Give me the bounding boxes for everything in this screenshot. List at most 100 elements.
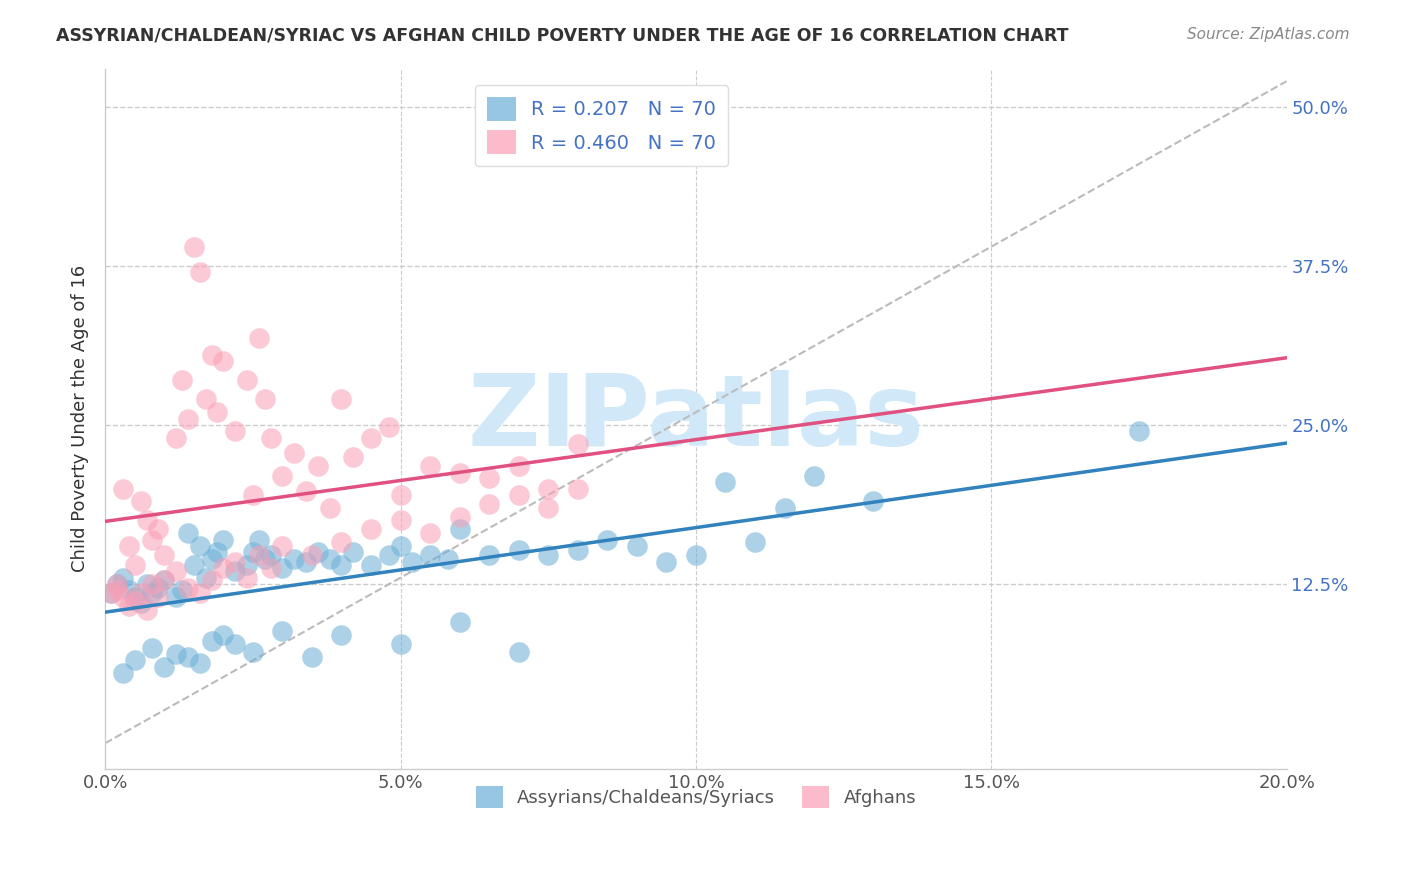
Afghans <box>271 468 294 483</box>
Assyrians/Chaldeans/Syriacs <box>141 640 163 655</box>
Afghans <box>100 586 122 600</box>
Afghans <box>537 482 560 496</box>
Afghans <box>183 240 205 254</box>
Assyrians/Chaldeans/Syriacs <box>242 644 264 658</box>
Assyrians/Chaldeans/Syriacs <box>111 666 134 681</box>
Assyrians/Chaldeans/Syriacs <box>655 556 678 570</box>
Assyrians/Chaldeans/Syriacs <box>377 548 399 562</box>
Assyrians/Chaldeans/Syriacs <box>165 590 187 604</box>
Afghans <box>360 522 382 536</box>
Afghans <box>449 467 471 481</box>
Legend: Assyrians/Chaldeans/Syriacs, Afghans: Assyrians/Chaldeans/Syriacs, Afghans <box>468 779 924 815</box>
Assyrians/Chaldeans/Syriacs <box>330 628 353 642</box>
Afghans <box>301 548 323 562</box>
Assyrians/Chaldeans/Syriacs <box>436 551 458 566</box>
Assyrians/Chaldeans/Syriacs <box>537 548 560 562</box>
Assyrians/Chaldeans/Syriacs <box>188 656 211 670</box>
Afghans <box>307 458 329 473</box>
Afghans <box>135 513 157 527</box>
Assyrians/Chaldeans/Syriacs <box>170 583 193 598</box>
Afghans <box>478 471 501 485</box>
Afghans <box>259 560 281 574</box>
Assyrians/Chaldeans/Syriacs <box>124 653 146 667</box>
Assyrians/Chaldeans/Syriacs <box>207 545 229 559</box>
Assyrians/Chaldeans/Syriacs <box>389 637 412 651</box>
Afghans <box>224 425 246 439</box>
Afghans <box>188 586 211 600</box>
Assyrians/Chaldeans/Syriacs <box>295 556 318 570</box>
Assyrians/Chaldeans/Syriacs <box>803 468 825 483</box>
Assyrians/Chaldeans/Syriacs <box>259 548 281 562</box>
Afghans <box>342 450 364 464</box>
Afghans <box>135 602 157 616</box>
Afghans <box>478 497 501 511</box>
Afghans <box>419 458 441 473</box>
Afghans <box>105 577 128 591</box>
Assyrians/Chaldeans/Syriacs <box>224 565 246 579</box>
Assyrians/Chaldeans/Syriacs <box>626 539 648 553</box>
Assyrians/Chaldeans/Syriacs <box>773 500 796 515</box>
Assyrians/Chaldeans/Syriacs <box>685 548 707 562</box>
Assyrians/Chaldeans/Syriacs <box>307 545 329 559</box>
Assyrians/Chaldeans/Syriacs <box>478 548 501 562</box>
Assyrians/Chaldeans/Syriacs <box>242 545 264 559</box>
Assyrians/Chaldeans/Syriacs <box>283 551 305 566</box>
Afghans <box>165 565 187 579</box>
Afghans <box>283 446 305 460</box>
Text: ZIPatlas: ZIPatlas <box>467 370 924 467</box>
Assyrians/Chaldeans/Syriacs <box>165 647 187 661</box>
Afghans <box>153 573 176 587</box>
Afghans <box>259 431 281 445</box>
Afghans <box>247 331 270 345</box>
Assyrians/Chaldeans/Syriacs <box>714 475 737 490</box>
Afghans <box>165 431 187 445</box>
Afghans <box>330 535 353 549</box>
Assyrians/Chaldeans/Syriacs <box>141 586 163 600</box>
Afghans <box>295 484 318 499</box>
Afghans <box>242 488 264 502</box>
Assyrians/Chaldeans/Syriacs <box>212 628 235 642</box>
Afghans <box>177 411 200 425</box>
Assyrians/Chaldeans/Syriacs <box>271 624 294 639</box>
Assyrians/Chaldeans/Syriacs <box>318 551 340 566</box>
Afghans <box>129 586 152 600</box>
Afghans <box>253 392 276 407</box>
Afghans <box>194 392 217 407</box>
Afghans <box>200 348 222 362</box>
Afghans <box>124 558 146 572</box>
Assyrians/Chaldeans/Syriacs <box>135 577 157 591</box>
Assyrians/Chaldeans/Syriacs <box>224 637 246 651</box>
Assyrians/Chaldeans/Syriacs <box>200 551 222 566</box>
Afghans <box>224 556 246 570</box>
Assyrians/Chaldeans/Syriacs <box>212 533 235 547</box>
Assyrians/Chaldeans/Syriacs <box>330 558 353 572</box>
Assyrians/Chaldeans/Syriacs <box>105 577 128 591</box>
Assyrians/Chaldeans/Syriacs <box>188 539 211 553</box>
Assyrians/Chaldeans/Syriacs <box>862 494 884 508</box>
Assyrians/Chaldeans/Syriacs <box>342 545 364 559</box>
Afghans <box>212 354 235 368</box>
Afghans <box>170 373 193 387</box>
Assyrians/Chaldeans/Syriacs <box>148 581 170 595</box>
Assyrians/Chaldeans/Syriacs <box>253 551 276 566</box>
Afghans <box>330 392 353 407</box>
Assyrians/Chaldeans/Syriacs <box>200 634 222 648</box>
Afghans <box>377 420 399 434</box>
Afghans <box>124 593 146 607</box>
Assyrians/Chaldeans/Syriacs <box>419 548 441 562</box>
Afghans <box>141 533 163 547</box>
Afghans <box>537 500 560 515</box>
Afghans <box>200 573 222 587</box>
Afghans <box>236 373 259 387</box>
Afghans <box>118 539 141 553</box>
Assyrians/Chaldeans/Syriacs <box>449 522 471 536</box>
Assyrians/Chaldeans/Syriacs <box>401 556 423 570</box>
Afghans <box>508 458 530 473</box>
Afghans <box>188 265 211 279</box>
Afghans <box>212 560 235 574</box>
Assyrians/Chaldeans/Syriacs <box>508 542 530 557</box>
Afghans <box>419 526 441 541</box>
Text: ASSYRIAN/CHALDEAN/SYRIAC VS AFGHAN CHILD POVERTY UNDER THE AGE OF 16 CORRELATION: ASSYRIAN/CHALDEAN/SYRIAC VS AFGHAN CHILD… <box>56 27 1069 45</box>
Assyrians/Chaldeans/Syriacs <box>153 660 176 674</box>
Assyrians/Chaldeans/Syriacs <box>508 644 530 658</box>
